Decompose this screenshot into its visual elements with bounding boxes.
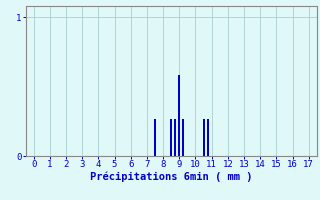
Bar	[203, 118, 204, 156]
Bar	[182, 118, 184, 156]
Bar	[154, 118, 156, 156]
Bar	[174, 118, 176, 156]
Bar	[178, 75, 180, 156]
X-axis label: Précipitations 6min ( mm ): Précipitations 6min ( mm )	[90, 172, 252, 182]
Bar	[206, 118, 209, 156]
Bar	[170, 118, 172, 156]
